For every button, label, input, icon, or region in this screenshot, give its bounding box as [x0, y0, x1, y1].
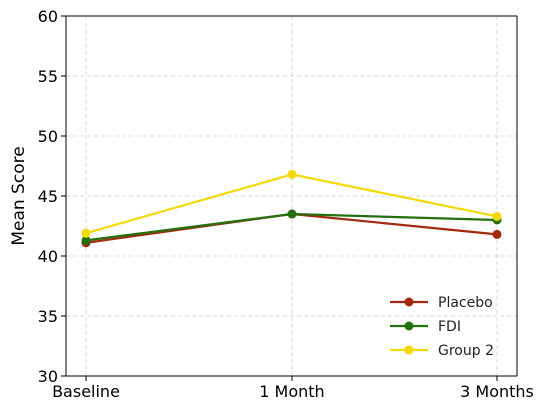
y-axis-label: Mean Score: [9, 146, 29, 245]
data-point: [81, 235, 91, 245]
y-tick-label: 45: [38, 187, 58, 206]
legend-item: Group 2: [390, 343, 494, 359]
data-point: [287, 169, 297, 179]
x-tick-label: 1 Month: [259, 382, 324, 401]
legend-marker: [404, 321, 414, 331]
y-tick-label: 35: [38, 307, 58, 326]
series-lines: [81, 169, 502, 248]
legend-label: FDI: [438, 319, 461, 335]
series-line: [85, 173, 498, 235]
legend-label: Group 2: [438, 343, 494, 359]
x-tick-label: Baseline: [52, 382, 120, 401]
series-fdi: [81, 209, 502, 245]
series-group-2: [81, 169, 502, 238]
legend-marker: [404, 297, 414, 307]
y-tick-label: 50: [38, 127, 58, 146]
legend: Placebo FDI Group 2: [390, 295, 494, 359]
y-tick-label: 40: [38, 247, 58, 266]
legend-item: Placebo: [390, 295, 493, 311]
legend-marker: [404, 345, 414, 355]
y-tick-label: 55: [38, 67, 58, 86]
y-tick-label: 30: [38, 367, 58, 386]
y-tick-label: 60: [38, 7, 58, 26]
data-point: [492, 211, 502, 221]
x-tick-labels: Baseline 1 Month 3 Months: [52, 376, 534, 401]
data-point: [287, 209, 297, 219]
data-point: [81, 228, 91, 238]
y-tick-labels: 30 35 40 45 50 55 60: [38, 7, 66, 386]
legend-item: FDI: [390, 319, 461, 335]
legend-label: Placebo: [438, 295, 493, 311]
data-point: [492, 229, 502, 239]
x-tick-label: 3 Months: [460, 382, 534, 401]
